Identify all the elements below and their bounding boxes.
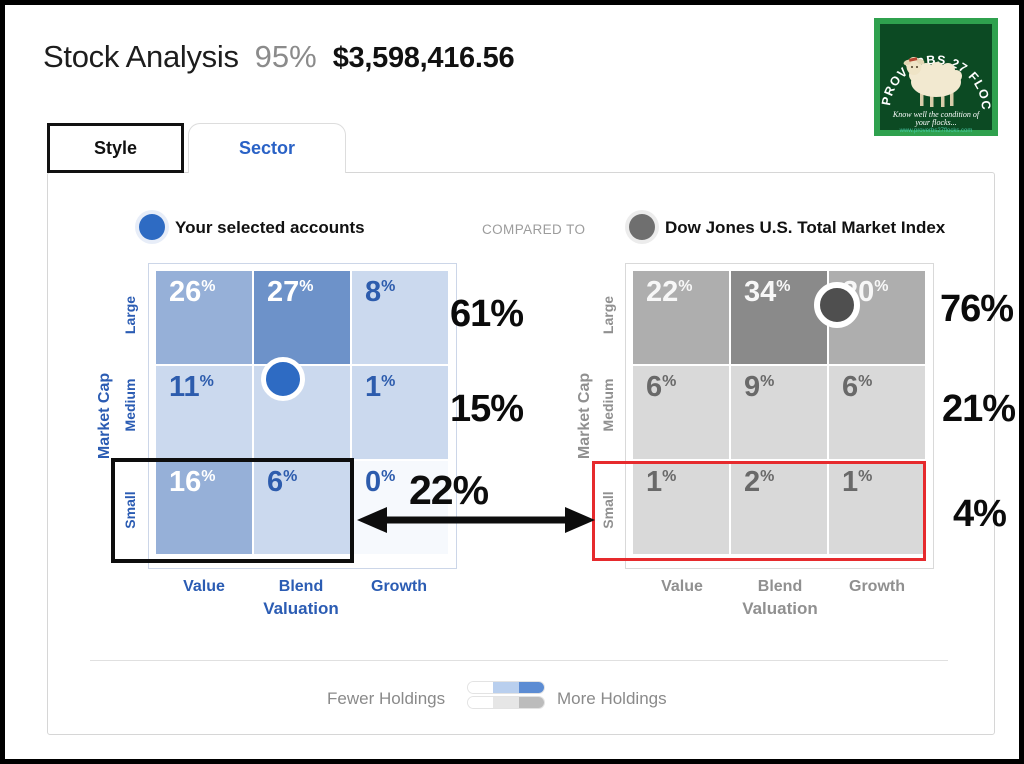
accounts-cell-large-blend: 27%: [254, 271, 350, 364]
accounts-cell-small-blend: 6%: [254, 461, 350, 554]
accounts-style-grid: Market Cap Large Medium Small 26% 27% 8%…: [93, 263, 563, 623]
portfolio-value: $3,598,416.56: [332, 42, 515, 74]
accounts-legend-label: Your selected accounts: [175, 218, 365, 237]
gray-scale-pill: [467, 696, 545, 709]
logo-tagline-1: Know well the condition of: [892, 110, 981, 119]
index-col-label-growth: Growth: [849, 578, 905, 595]
accounts-row-label-large: Large: [122, 295, 138, 335]
index-cell-small-growth: 1%: [829, 461, 925, 554]
compared-to-label: COMPARED TO: [482, 222, 586, 237]
index-cell-small-value: 1%: [633, 461, 729, 554]
proverbs-27-flocks-logo: PROVERBS 27 FLOCKS Know well the conditi…: [874, 18, 998, 136]
accounts-total-small: 22%: [409, 467, 489, 513]
blue-scale-pill: [467, 681, 545, 694]
index-col-label-blend: Blend: [757, 578, 803, 595]
index-total-large: 76%: [940, 288, 1014, 330]
accounts-xlabel: Valuation: [263, 599, 339, 618]
accounts-total-large: 61%: [450, 293, 524, 335]
index-cell-large-blend: 34%: [731, 271, 827, 364]
accounts-row-label-medium: Medium: [122, 378, 138, 432]
more-holdings-label: More Holdings: [557, 689, 667, 708]
accounts-col-label-growth: Growth: [371, 578, 427, 595]
accounts-col-label-value: Value: [183, 578, 225, 595]
accounts-cell-medium-value: 11%: [156, 366, 252, 459]
index-xlabel: Valuation: [742, 599, 818, 618]
index-total-medium: 21%: [942, 388, 1016, 430]
index-legend-label: Dow Jones U.S. Total Market Index: [665, 218, 946, 237]
index-style-grid: Market Cap Large Medium Small 22% 34% 20…: [570, 263, 1019, 623]
index-row-label-medium: Medium: [600, 378, 616, 432]
index-cell-small-blend: 2%: [731, 461, 827, 554]
index-total-small: 4%: [953, 493, 1007, 535]
accounts-legend-dot: [139, 214, 165, 240]
fewer-holdings-label: Fewer Holdings: [327, 689, 446, 708]
logo-tagline-2: your flocks...: [914, 118, 956, 127]
comparison-arrow: [357, 507, 595, 533]
index-cell-medium-blend: 9%: [731, 366, 827, 459]
accounts-col-label-blend: Blend: [278, 578, 324, 595]
page-header: Stock Analysis 95% $3,598,416.56: [43, 39, 515, 75]
index-cell-large-value: 22%: [633, 271, 729, 364]
tab-style[interactable]: Style: [47, 123, 184, 173]
index-centroid-marker: [814, 282, 860, 328]
index-legend-dot: [629, 214, 655, 240]
accounts-total-medium: 15%: [450, 388, 524, 430]
small-cap-black-highlight-box: [111, 458, 354, 563]
tab-sector[interactable]: Sector: [188, 123, 346, 173]
index-grid-box: 22% 34% 20% 6% 9% 6% 1% 2% 1%: [625, 263, 934, 569]
accounts-cell-medium-growth: 1%: [352, 366, 448, 459]
analyzed-percent: 95%: [254, 39, 317, 74]
page-title: Stock Analysis: [43, 39, 239, 74]
accounts-cell-large-value: 26%: [156, 271, 252, 364]
sheep-icon: [903, 57, 962, 107]
index-col-label-value: Value: [661, 578, 703, 595]
accounts-grid-box: 26% 27% 8% 11% 3% 1% 16% 6% 0%: [148, 263, 457, 569]
small-cap-red-highlight-box: [592, 461, 926, 561]
accounts-cell-small-value: 16%: [156, 461, 252, 554]
legend-divider: [90, 660, 948, 661]
index-cell-medium-value: 6%: [633, 366, 729, 459]
holdings-scale-icon: [467, 681, 545, 709]
accounts-cell-large-growth: 8%: [352, 271, 448, 364]
logo-website: www.proverbs27flocks.com: [899, 128, 973, 134]
accounts-centroid-marker: [261, 357, 305, 401]
index-cell-medium-growth: 6%: [829, 366, 925, 459]
accounts-cell-small-growth: 0%: [352, 461, 448, 554]
index-row-label-large: Large: [600, 295, 616, 335]
